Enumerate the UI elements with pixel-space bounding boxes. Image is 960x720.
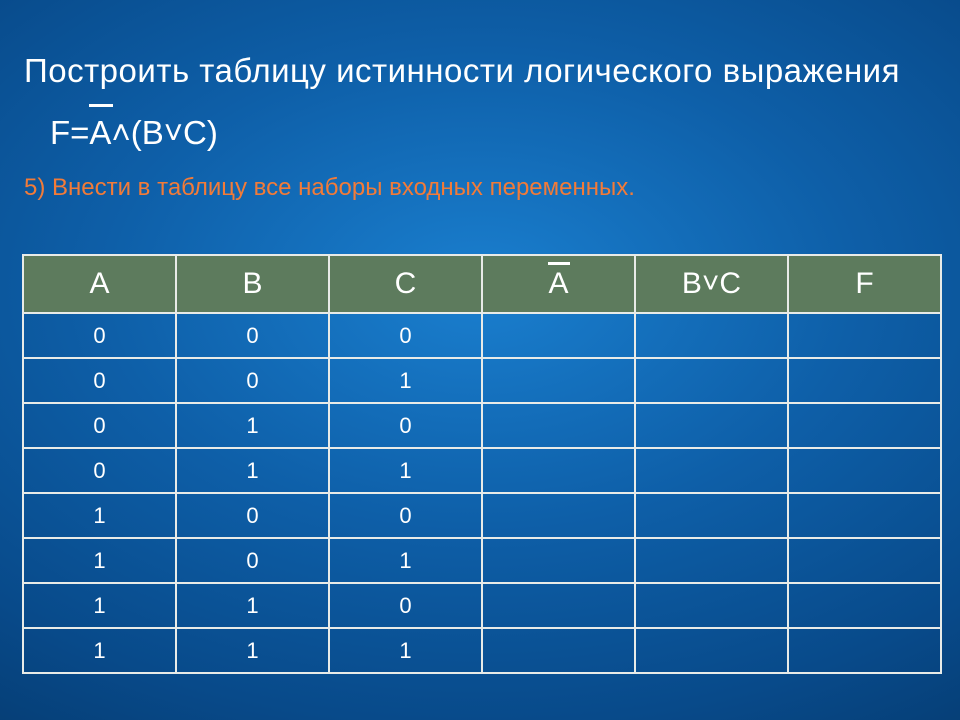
table-row: 1 0 0 [23,493,941,538]
cell: 1 [176,583,329,628]
col-header-f: F [788,255,941,313]
table-row: 0 0 1 [23,358,941,403]
col-header-a: A [23,255,176,313]
cell: 0 [176,493,329,538]
cell [635,493,788,538]
cell [482,403,635,448]
cell [482,358,635,403]
cell [788,493,941,538]
cell [482,493,635,538]
cell [482,313,635,358]
cell [788,403,941,448]
table-row: 0 0 0 [23,313,941,358]
cell: 0 [176,313,329,358]
cell [788,538,941,583]
cell: 0 [329,583,482,628]
cell: 1 [23,493,176,538]
table-row: 1 1 0 [23,583,941,628]
cell: 1 [23,538,176,583]
col-header-bvc: B˅C [635,255,788,313]
cell: 0 [176,358,329,403]
truth-table: A B C A B˅C F 0 0 0 0 0 1 [22,254,942,674]
cell [635,313,788,358]
table-row: 1 0 1 [23,538,941,583]
cell [482,628,635,673]
col-header-c: C [329,255,482,313]
overbar-header-a [548,262,570,265]
table-header-row: A B C A B˅C F [23,255,941,313]
cell [635,448,788,493]
cell: 1 [23,583,176,628]
cell [788,358,941,403]
col-header-b: B [176,255,329,313]
cell: 1 [176,628,329,673]
cell [482,583,635,628]
cell [635,358,788,403]
cell: 1 [176,403,329,448]
cell: 0 [23,313,176,358]
cell: 1 [23,628,176,673]
cell: 0 [176,538,329,583]
cell [635,538,788,583]
cell: 0 [329,493,482,538]
cell [482,448,635,493]
cell [788,583,941,628]
cell: 0 [329,313,482,358]
table-row: 0 1 0 [23,403,941,448]
table-body: 0 0 0 0 0 1 0 1 0 0 1 1 [23,313,941,673]
cell [788,628,941,673]
cell [635,403,788,448]
cell [482,538,635,583]
cell [788,313,941,358]
col-header-not-a-label: A [548,267,568,300]
subtitle-text: 5) Внести в таблицу все наборы входных п… [24,174,635,202]
page-title: Построить таблицу истинности логического… [24,52,900,90]
cell: 0 [329,403,482,448]
cell: 0 [23,448,176,493]
cell: 1 [176,448,329,493]
col-header-not-a: A [482,255,635,313]
overbar-expression-a [89,104,113,107]
cell: 0 [23,358,176,403]
cell: 1 [329,448,482,493]
cell: 1 [329,358,482,403]
cell: 1 [329,538,482,583]
cell: 1 [329,628,482,673]
table-row: 0 1 1 [23,448,941,493]
cell [635,628,788,673]
cell [788,448,941,493]
cell [635,583,788,628]
cell: 0 [23,403,176,448]
expression-text: F=A˄(B˅C) [50,114,218,152]
table-row: 1 1 1 [23,628,941,673]
